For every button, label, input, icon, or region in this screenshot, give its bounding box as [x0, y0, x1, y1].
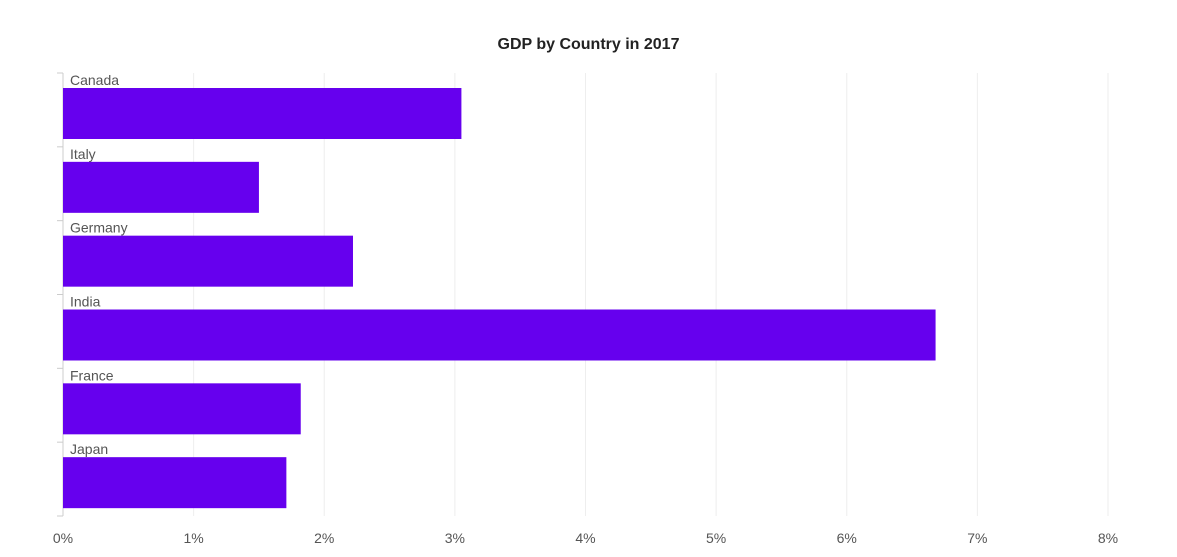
x-tick-label: 7%	[967, 530, 987, 546]
category-labels: Canada Italy Germany India France Japan	[70, 72, 128, 457]
x-tick-label: 5%	[706, 530, 726, 546]
x-tick-label: 8%	[1098, 530, 1118, 546]
bar-india[interactable]	[63, 309, 936, 361]
category-label: France	[70, 367, 114, 383]
category-label: Italy	[70, 146, 96, 162]
x-tick-label: 4%	[575, 530, 595, 546]
bar-japan[interactable]	[63, 457, 287, 509]
bar-italy[interactable]	[63, 161, 259, 213]
category-label: Germany	[70, 220, 128, 236]
chart-title: GDP by Country in 2017	[497, 36, 680, 53]
grid-lines	[193, 73, 1109, 516]
x-tick-label: 1%	[184, 530, 204, 546]
category-label: India	[70, 294, 101, 310]
x-tick-label: 0%	[53, 530, 73, 546]
x-axis-tick-labels: 0% 1% 2% 3% 4% 5% 6% 7% 8%	[53, 530, 1118, 546]
bar-canada[interactable]	[63, 88, 462, 139]
x-tick-label: 6%	[837, 530, 857, 546]
bar-germany[interactable]	[63, 235, 353, 287]
category-label: Japan	[70, 441, 108, 457]
bar-france[interactable]	[63, 383, 301, 435]
y-axis	[57, 72, 64, 517]
bar-series	[63, 88, 936, 509]
x-tick-label: 3%	[445, 530, 465, 546]
x-tick-label: 2%	[314, 530, 334, 546]
category-label: Canada	[70, 72, 119, 88]
